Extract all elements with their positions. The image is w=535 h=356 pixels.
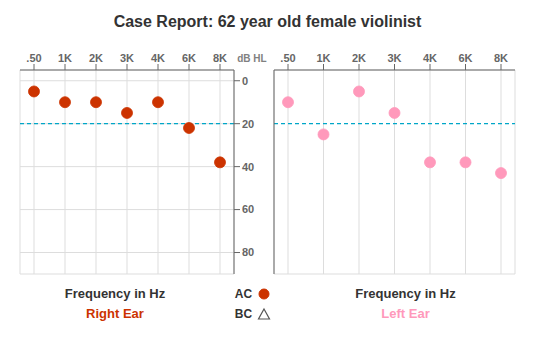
svg-text:20: 20 <box>242 118 254 130</box>
svg-text:2K: 2K <box>352 52 366 64</box>
svg-text:6K: 6K <box>458 52 472 64</box>
svg-text:2K: 2K <box>89 52 103 64</box>
html-text:Right Ear: Right Ear <box>86 306 144 321</box>
html-text:Left Ear: Left Ear <box>381 306 430 321</box>
html-text:Case Report: 62 year old femal: Case Report: 62 year old female violinis… <box>113 13 422 30</box>
html-text:Frequency in Hz: Frequency in Hz <box>64 286 166 301</box>
svg-text:8K: 8K <box>213 52 227 64</box>
svg-text:80: 80 <box>242 246 254 258</box>
html-text:BC: BC <box>234 307 253 321</box>
svg-text:4K: 4K <box>151 52 165 64</box>
html-text:Frequency in Hz: Frequency in Hz <box>355 286 456 301</box>
html-text:AC: AC <box>234 287 253 301</box>
svg-text:4K: 4K <box>423 52 437 64</box>
svg-text:3K: 3K <box>387 52 401 64</box>
svg-text:6K: 6K <box>182 52 196 64</box>
svg-text:40: 40 <box>242 161 254 173</box>
svg-text:.50: .50 <box>280 52 295 64</box>
svg-text:60: 60 <box>242 203 254 215</box>
svg-text:.50: .50 <box>26 52 41 64</box>
svg-text:3K: 3K <box>120 52 134 64</box>
svg-text:dB HL: dB HL <box>237 53 266 64</box>
svg-text:0: 0 <box>242 75 248 87</box>
svg-text:1K: 1K <box>316 52 330 64</box>
svg-text:8K: 8K <box>494 52 508 64</box>
svg-text:1K: 1K <box>58 52 72 64</box>
